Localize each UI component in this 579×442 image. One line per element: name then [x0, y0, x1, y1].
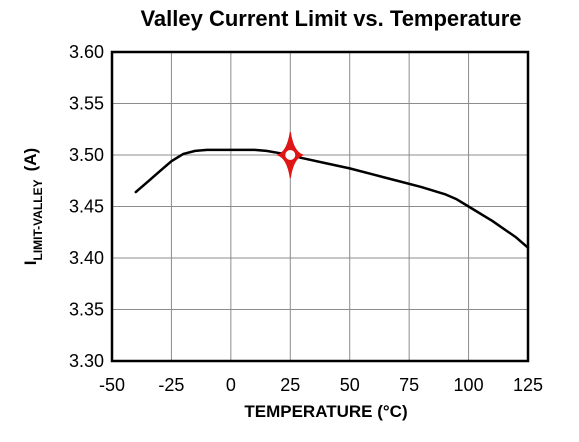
x-tick-label: 125 [513, 375, 543, 395]
x-tick-label: 100 [454, 375, 484, 395]
y-tick-label: 3.60 [69, 42, 104, 62]
y-axis-title-main: I [21, 260, 40, 265]
ticks-layer: -50 -25 0 25 50 75 100 125 3.30 3.35 3.40 3.45 3.50 3… [69, 42, 543, 395]
series-line-0 [134, 148, 530, 249]
y-tick-label: 3.50 [69, 145, 104, 165]
x-tick-label: -25 [158, 375, 184, 395]
x-tick-label: -50 [99, 375, 125, 395]
grid-layer [111, 51, 529, 362]
y-tick-label: 3.30 [69, 351, 104, 371]
y-axis-title-subscript: LIMIT-VALLEY [31, 179, 45, 260]
chart-title: Valley Current Limit vs. Temperature [140, 6, 521, 31]
plot-frame [110, 50, 530, 363]
x-tick-label: 50 [340, 375, 360, 395]
y-tick-label: 3.45 [69, 197, 104, 217]
x-tick-label: 25 [280, 375, 300, 395]
y-tick-label: 3.40 [69, 248, 104, 268]
y-axis-title: ILIMIT-VALLEY (A) [21, 148, 45, 265]
axis-title-layer: TEMPERATURE (°C) ILIMIT-VALLEY (A) [21, 148, 408, 421]
plot-layer [110, 50, 530, 363]
x-tick-label: 0 [226, 375, 236, 395]
x-axis-title: TEMPERATURE (°C) [244, 402, 407, 421]
highlight-marker-center [283, 148, 298, 162]
y-tick-label: 3.35 [69, 300, 104, 320]
x-tick-label: 75 [399, 375, 419, 395]
y-tick-label: 3.55 [69, 94, 104, 114]
y-axis-title-unit: (A) [21, 148, 40, 172]
